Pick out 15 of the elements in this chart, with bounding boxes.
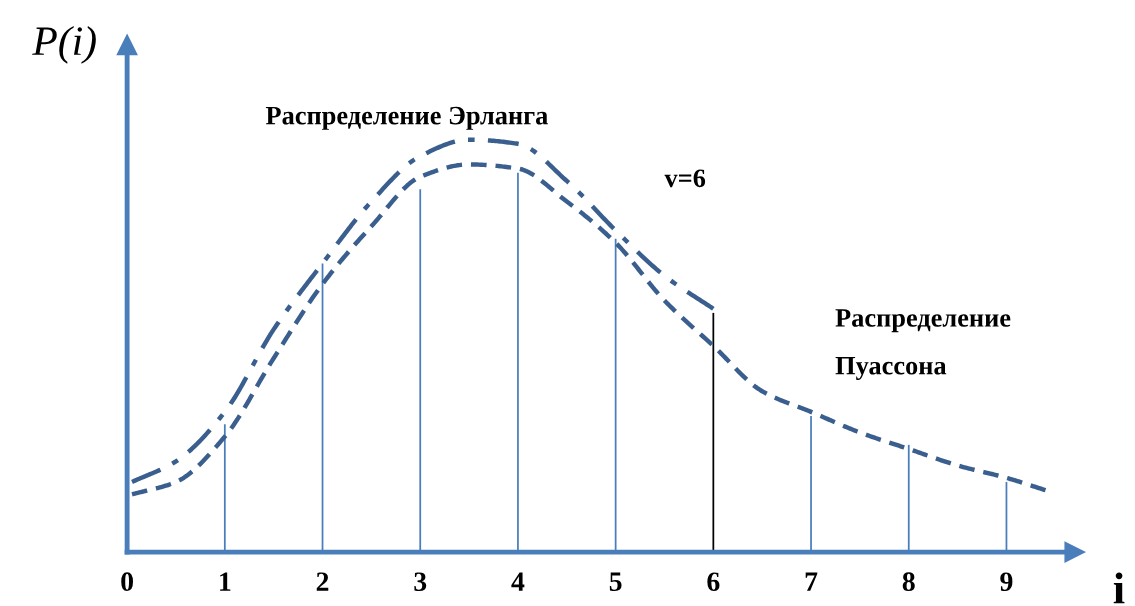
x-tick-label: 6 [707,572,720,592]
x-tick-label: 1 [220,572,231,591]
x-tick-label: 4 [511,572,525,591]
x-tick-label: 5 [609,572,622,592]
series-label: Распределение Эрланга [265,106,548,130]
x-axis-title: i [1113,572,1125,604]
x-tick-label: 9 [1000,572,1013,592]
x-tick-label: 7 [805,572,818,591]
x-tick-label: 3 [414,572,427,592]
y-axis-title: P(i) [32,25,96,64]
series-label: Распределение Пуассона [835,309,1011,380]
annotation: v=6 [664,169,706,188]
x-tick-label: 0 [121,572,134,592]
x-tick-label: 8 [902,572,915,592]
x-tick-label: 2 [316,572,329,591]
